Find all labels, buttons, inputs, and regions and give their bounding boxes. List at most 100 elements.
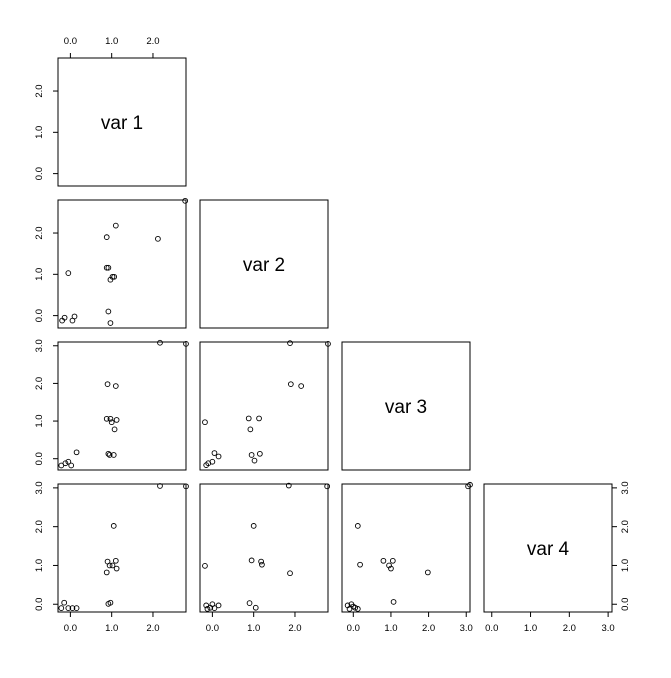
variable-label-4: var 4 — [527, 539, 570, 560]
scatter-point-var2-var4 — [250, 523, 257, 529]
scatter-point-var2-var3 — [256, 415, 262, 422]
scatter-point-var1-var4 — [69, 605, 76, 611]
panel-frame-r1-c1 — [199, 199, 329, 329]
top-axis-tick-label: 0.0 — [64, 36, 77, 47]
scatter-point-var1-var4 — [113, 565, 120, 572]
scatter-point-var3-var4 — [352, 604, 359, 611]
scatter-point-var1-var3 — [107, 415, 114, 422]
scatter-point-var1-var2 — [182, 197, 189, 204]
left-axis-tick-label: 1.0 — [34, 559, 45, 572]
left-axis-tick-label: 2.0 — [34, 377, 45, 390]
scatter-point-var2-var3 — [325, 341, 331, 347]
panel-frame-r3-c2 — [341, 483, 471, 613]
scatter-point-var3-var4 — [388, 565, 394, 572]
panel-frame-r2-c1 — [199, 341, 329, 471]
scatter-point-var3-var4 — [390, 599, 397, 605]
scatter-point-var2-var3 — [215, 453, 222, 460]
right-axis-tick-label: 0.0 — [620, 598, 631, 611]
scatter-point-var1-var2 — [112, 222, 119, 229]
scatter-point-var3-var4 — [389, 557, 396, 564]
scatter-point-var3-var4 — [380, 557, 387, 564]
left-axis-tick-label: 2.0 — [34, 226, 45, 239]
scatter-point-var2-var4 — [324, 483, 331, 490]
panel-frame-r3-c1 — [199, 483, 329, 613]
scatter-point-var1-var2 — [105, 264, 112, 271]
panel-frame-r2-c2 — [341, 341, 471, 471]
bottom-axis-tick-label: 1.0 — [105, 623, 118, 634]
scatter-point-var2-var3 — [251, 457, 258, 464]
scatter-point-var1-var3 — [104, 381, 111, 388]
scatter-point-var1-var4 — [107, 599, 114, 606]
scatter-point-var1-var3 — [157, 339, 163, 346]
scatter-point-var1-var3 — [62, 460, 69, 467]
left-axis-tick-label: 0.0 — [34, 598, 45, 611]
scatter-point-var1-var3 — [111, 426, 118, 433]
scatter-point-var1-var3 — [108, 419, 115, 426]
scatter-point-var3-var4 — [354, 523, 361, 529]
scatter-point-var2-var3 — [209, 458, 216, 465]
left-axis-tick-label: 3.0 — [34, 481, 45, 494]
scatter-point-var3-var4 — [354, 606, 361, 612]
bottom-axis-tick-label: 2.0 — [563, 623, 576, 634]
scatter-point-var1-var3 — [112, 383, 119, 389]
scatter-point-var1-var4 — [58, 605, 65, 611]
left-axis-tick-label: 0.0 — [34, 452, 45, 465]
left-axis-tick-label: 0.0 — [34, 309, 45, 322]
variable-label-1: var 1 — [101, 113, 143, 134]
scatter-point-var1-var4 — [61, 599, 68, 606]
scatter-point-var1-var2 — [105, 308, 112, 315]
scatter-point-var2-var4 — [252, 604, 259, 611]
right-axis-tick-label: 1.0 — [620, 559, 631, 572]
left-axis-tick-label: 1.0 — [34, 268, 45, 281]
scatter-point-var1-var3 — [103, 415, 110, 422]
bottom-axis-tick-label: 1.0 — [384, 623, 397, 634]
scatter-point-var1-var2 — [107, 320, 114, 326]
left-axis-tick-label: 0.0 — [34, 167, 45, 180]
scatter-point-var1-var3 — [65, 458, 72, 465]
scatter-point-var1-var4 — [65, 605, 72, 611]
bottom-axis-tick-label: 0.0 — [64, 623, 77, 634]
top-axis-tick-label: 1.0 — [105, 36, 118, 47]
scatter-point-var2-var4 — [211, 605, 218, 611]
scatter-point-var3-var4 — [424, 569, 431, 576]
scatter-point-var2-var3 — [298, 383, 305, 389]
scatter-point-var2-var4 — [285, 482, 292, 489]
scatter-point-var2-var4 — [248, 557, 255, 564]
scatter-point-var1-var3 — [113, 417, 120, 423]
left-axis-tick-label: 2.0 — [34, 84, 45, 97]
scatter-point-var1-var2 — [65, 270, 72, 276]
panel-frame-r3-c3 — [483, 483, 613, 613]
scatter-point-var1-var3 — [73, 449, 80, 456]
panel-frame-r1-c0 — [57, 199, 187, 329]
scatter-point-var2-var4 — [203, 602, 210, 609]
bottom-axis-tick-label: 0.0 — [485, 623, 498, 634]
scatter-point-var2-var4 — [204, 606, 211, 612]
scatter-point-var2-var4 — [202, 562, 208, 569]
panel-frame-r2-c0 — [57, 341, 187, 471]
scatter-point-var3-var4 — [467, 481, 473, 488]
bottom-axis-tick-label: 3.0 — [602, 623, 615, 634]
variable-label-3: var 3 — [385, 397, 427, 418]
scatter-point-var1-var2 — [103, 234, 110, 241]
scatter-point-var2-var4 — [258, 558, 264, 565]
bottom-axis-tick-label: 2.0 — [288, 623, 301, 634]
scatter-point-var1-var4 — [103, 569, 110, 576]
bottom-axis-tick-label: 2.0 — [422, 623, 435, 634]
scatter-point-var1-var2 — [155, 235, 161, 242]
scatter-point-var1-var3 — [110, 452, 117, 458]
scatter-point-var2-var4 — [259, 561, 265, 568]
scatter-point-var2-var4 — [215, 602, 222, 609]
left-axis-tick-label: 2.0 — [34, 520, 45, 533]
bottom-axis-tick-label: 0.0 — [206, 623, 219, 634]
scatter-point-var1-var3 — [183, 341, 189, 347]
scatter-point-var2-var3 — [211, 450, 218, 456]
scatter-point-var2-var3 — [287, 381, 294, 388]
scatter-point-var2-var3 — [287, 340, 293, 346]
bottom-axis-tick-label: 1.0 — [524, 623, 537, 634]
bottom-axis-tick-label: 2.0 — [146, 623, 159, 634]
scatter-point-var2-var3 — [202, 419, 208, 426]
panel-frame-r0-c0 — [57, 57, 187, 187]
scatter-point-var1-var2 — [59, 317, 65, 324]
scatter-point-var1-var4 — [157, 483, 163, 489]
